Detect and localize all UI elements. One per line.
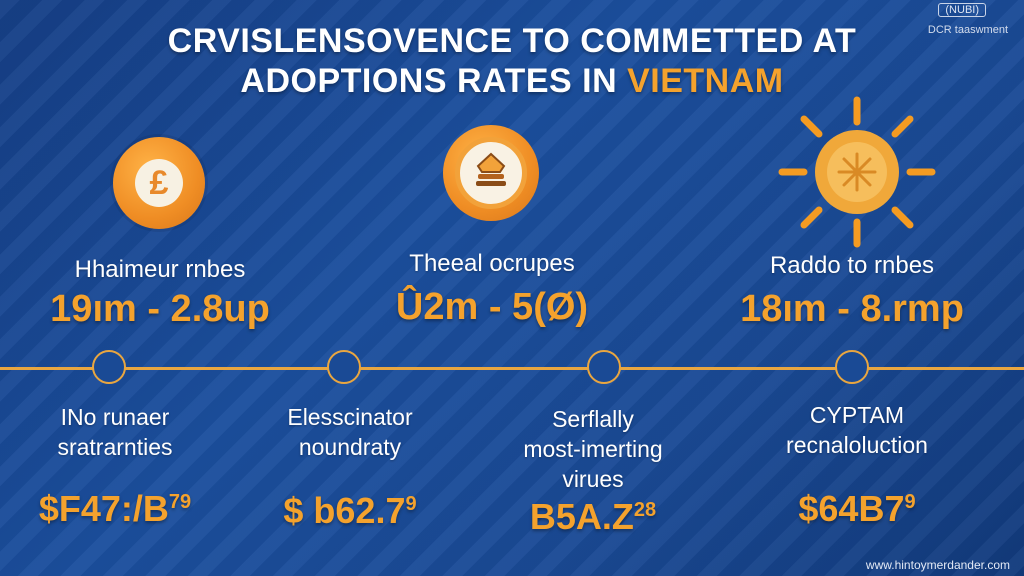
title-line-2: ADOPTIONS RATES IN VIETNAM — [0, 62, 1024, 101]
bottom-label-1: INo runaer sratrarnties — [0, 402, 230, 462]
bottom-label-4-line-2: recnaloluction — [786, 432, 928, 458]
bottom-value-1: $F47:/B79 — [0, 488, 230, 530]
bottom-value-2-main: $ b62.7 — [283, 490, 406, 531]
bottom-value-3-sup: 28 — [633, 499, 657, 521]
stat-label-2: Theeal ocrupes — [409, 250, 575, 277]
footer-website: www.hintoymerdander.com — [865, 558, 1010, 572]
timeline-node-4 — [835, 350, 869, 384]
pound-glyph: £ — [135, 159, 183, 207]
gem-coin-icon — [443, 125, 539, 221]
bottom-label-2: Elesscinator noundraty — [235, 402, 465, 462]
bottom-label-3-line-1: Serflally — [552, 406, 634, 432]
bottom-value-4-sup: 9 — [904, 491, 916, 513]
bottom-label-2-line-1: Elesscinator — [287, 404, 413, 430]
brand-subtext: DCR taaswment — [927, 24, 1008, 36]
bottom-value-2: $ b62.79 — [235, 490, 465, 532]
gem-icon — [476, 152, 506, 186]
bottom-value-3: B5A.Z28 — [478, 496, 708, 538]
stat-label-3: Raddo to rnbes — [769, 252, 935, 279]
timeline-divider — [0, 367, 1024, 370]
timeline-node-3 — [587, 350, 621, 384]
bottom-label-1-line-1: INo runaer — [60, 404, 170, 430]
stat-value-2: Û2m - 5(Ø) — [395, 286, 589, 328]
bottom-value-4-main: $64B7 — [798, 488, 905, 529]
bottom-value-1-sup: 79 — [168, 491, 192, 513]
bottom-label-1-line-2: sratrarnties — [57, 434, 173, 460]
stat-value-1: 19ım - 2.8up — [50, 288, 270, 330]
bottom-label-4: CYPTAM recnaloluction — [742, 400, 972, 460]
bottom-label-2-line-2: noundraty — [298, 434, 402, 460]
stat-label-1: Hhaimeur rnbes — [74, 256, 246, 283]
bottom-label-3: Serflally most-imerting virues — [478, 404, 708, 494]
title-line-1: CRVISLENSOVENCE TO COMMETTED AT — [167, 22, 857, 60]
currency-coin-icon: £ — [113, 137, 205, 229]
bottom-value-3-main: B5A.Z — [529, 496, 634, 537]
timeline-node-2 — [327, 350, 361, 384]
stat-value-3: 18ım - 8.rmp — [740, 288, 964, 330]
sun-icon — [778, 96, 936, 248]
brand-logo: (NUBI) — [938, 3, 986, 17]
gem-coin-inner — [455, 137, 527, 209]
title-line-2-accent: VIETNAM — [627, 62, 784, 100]
title-line-2-main: ADOPTIONS RATES IN — [240, 62, 618, 100]
bottom-value-2-sup: 9 — [405, 493, 417, 515]
bottom-label-3-line-2: most-imerting — [523, 436, 663, 462]
bottom-label-4-line-1: CYPTAM — [809, 402, 905, 428]
bottom-label-3-line-3: virues — [562, 466, 624, 492]
bottom-value-1-main: $F47:/B — [38, 488, 169, 529]
bottom-value-4: $64B79 — [742, 488, 972, 530]
timeline-node-1 — [92, 350, 126, 384]
